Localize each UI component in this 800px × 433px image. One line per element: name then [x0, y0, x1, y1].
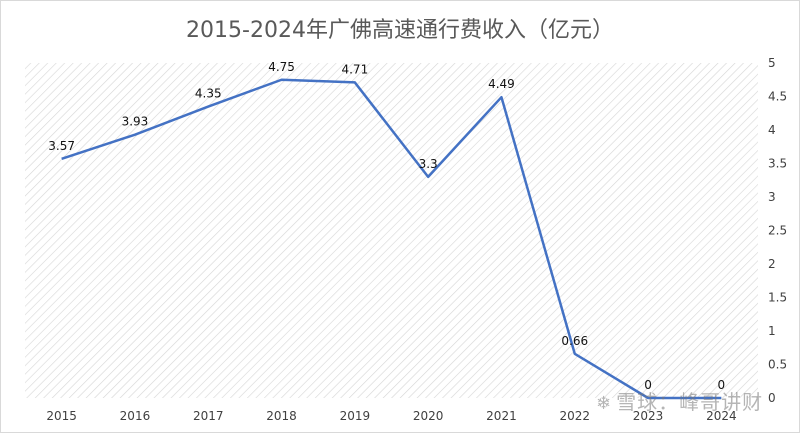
x-tick-label: 2021 [486, 409, 517, 423]
watermark: ❄ 雪球：峰哥讲财 [596, 386, 763, 415]
data-label: 3.93 [122, 115, 149, 129]
y-tick-label: 2 [768, 257, 776, 271]
y-tick-label: 0 [768, 391, 776, 405]
chart-title: 2015-2024年广佛高速通行费收入（亿元） [186, 18, 614, 43]
y-tick-label: 2.5 [768, 224, 787, 238]
data-label: 3.3 [419, 157, 438, 171]
x-tick-label: 2019 [340, 409, 371, 423]
data-label: 4.75 [268, 60, 295, 74]
series-line [61, 78, 722, 400]
y-tick-label: 3 [768, 190, 776, 204]
y-tick-label: 3.5 [768, 157, 787, 171]
y-tick-label: 1 [768, 324, 776, 338]
plot-area [25, 63, 758, 398]
y-tick-label: 5 [768, 56, 776, 70]
watermark-text: 雪球：峰哥讲财 [616, 390, 764, 414]
data-label: 0 [644, 378, 652, 392]
x-tick-label: 2018 [266, 409, 297, 423]
x-tick-label: 2016 [120, 409, 151, 423]
data-label: 4.35 [195, 87, 222, 101]
y-tick-label: 4 [768, 123, 776, 137]
y-tick-label: 0.5 [768, 358, 787, 372]
x-tick-label: 2024 [706, 409, 737, 423]
data-label: 4.71 [341, 62, 368, 76]
x-tick-label: 2020 [413, 409, 444, 423]
x-tick-label: 2023 [633, 409, 664, 423]
data-label: 0 [718, 378, 726, 392]
data-label: 4.49 [488, 77, 515, 91]
data-label: 0.66 [561, 334, 588, 348]
x-tick-label: 2015 [46, 409, 77, 423]
x-tick-label: 2017 [193, 409, 224, 423]
data-label: 3.57 [48, 139, 75, 153]
y-tick-label: 4.5 [768, 90, 787, 104]
x-tick-label: 2022 [559, 409, 590, 423]
y-tick-label: 1.5 [768, 291, 787, 305]
snowball-logo-icon: ❄ [596, 393, 613, 414]
